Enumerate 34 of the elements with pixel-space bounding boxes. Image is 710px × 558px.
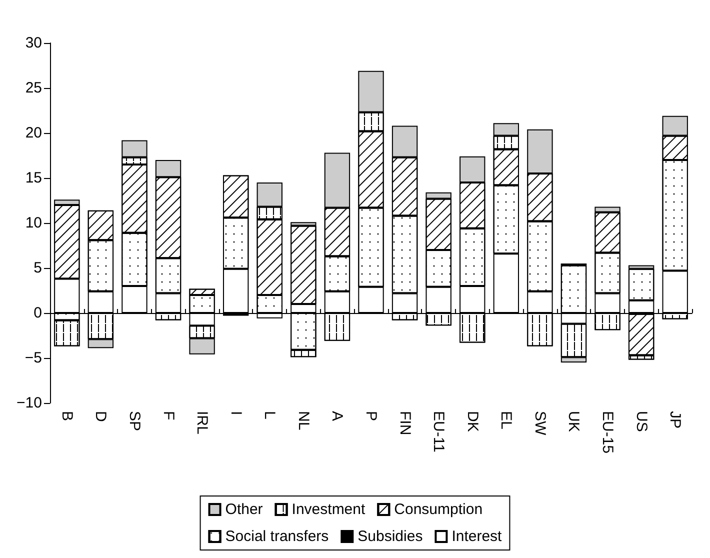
x-tick-label: B xyxy=(58,411,76,422)
x-tick-label: EU-11 xyxy=(430,411,448,452)
x-tick-label: US xyxy=(632,411,650,432)
y-tick-label: 15 xyxy=(25,170,42,186)
x-tick-label: JP xyxy=(666,411,684,429)
x-tick-label: IRL xyxy=(194,411,211,434)
y-tick-label: 10 xyxy=(25,214,42,232)
y-tick-label: 30 xyxy=(25,34,42,52)
y-tick-label: −10 xyxy=(16,394,42,412)
x-tick-label: EL xyxy=(498,411,515,430)
x-tick-label: D xyxy=(92,411,110,422)
x-tick-label: EU-15 xyxy=(599,411,616,454)
x-tick-label: UK xyxy=(565,411,582,432)
y-tick-label: 5 xyxy=(34,260,42,276)
x-tick-label: FIN xyxy=(396,411,414,436)
x-tick-label: P xyxy=(362,411,380,422)
legend-label: Subsidies xyxy=(358,528,423,545)
legend-label: Interest xyxy=(452,528,503,545)
x-tick-label: F xyxy=(160,411,177,420)
x-tick-label: DK xyxy=(464,411,481,432)
x-tick-label: SW xyxy=(531,411,548,436)
legend-label: Other xyxy=(225,501,263,518)
y-tick-label: 0 xyxy=(34,304,42,322)
x-tick-label: L xyxy=(261,411,278,420)
x-tick-label: NL xyxy=(294,411,312,430)
y-tick-label: 20 xyxy=(25,124,42,142)
legend-label: Consumption xyxy=(394,501,483,518)
x-tick-label: I xyxy=(227,411,244,416)
legend-label: Investment xyxy=(292,501,366,518)
legend-label: Social transfers xyxy=(225,528,329,545)
y-tick-label: 25 xyxy=(25,80,42,96)
x-tick-label: A xyxy=(328,411,346,422)
y-tick-label: −5 xyxy=(24,350,42,366)
x-tick-label: SP xyxy=(126,411,143,432)
